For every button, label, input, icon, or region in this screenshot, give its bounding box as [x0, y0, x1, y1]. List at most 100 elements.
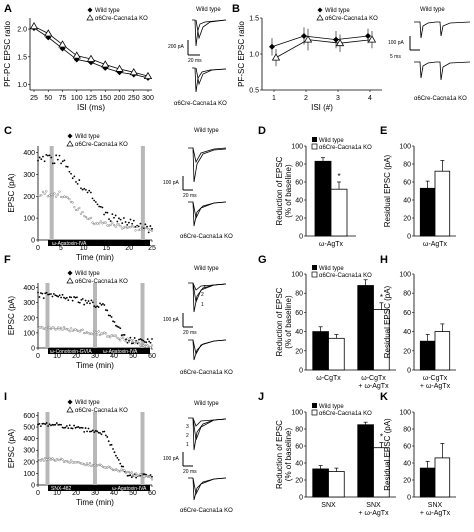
data-point-C-ko-33 [91, 221, 94, 224]
y-tick-label-I-5: 500 [23, 425, 35, 432]
x-tick-label-A-6: 200 [114, 95, 126, 102]
data-point-C-wt-53 [124, 221, 127, 223]
y-axis-label-C: EPSC (pA) [7, 173, 16, 212]
data-point-F-ko-13 [55, 328, 58, 331]
data-point-F-ko-38 [91, 332, 94, 336]
data-point-I-wt-34 [86, 430, 88, 433]
y-axis-label-E: Residual EPSC (pA) [383, 154, 392, 227]
data-point-F-wt-44 [100, 304, 103, 306]
data-point-I-wt-7 [47, 425, 50, 427]
data-point-I-wt-51 [110, 443, 113, 446]
data-point-I-wt-73 [142, 473, 145, 476]
y-tick-label-I-4: 400 [23, 436, 35, 443]
data-point-F-wt-37 [90, 299, 93, 302]
panel-label-k: K [380, 391, 388, 403]
data-point-I-wt-58 [120, 465, 123, 468]
data-point-F-ko-22 [68, 330, 71, 333]
data-point-C-ko-22 [73, 206, 76, 209]
trace-label-ko-f: α6Cre-Cacna1a KO [180, 370, 233, 376]
data-point-C-ko-10 [53, 192, 56, 195]
data-point-F-ko-11 [52, 326, 55, 329]
data-point-F-wt-18 [63, 296, 65, 299]
data-point-C-wt-59 [134, 225, 137, 228]
data-point-F-ko-49 [107, 335, 110, 338]
data-point-C-ko-12 [56, 193, 59, 196]
bar-K-ko-0 [434, 457, 451, 498]
trace-wt-f3 [192, 282, 227, 291]
data-point-I-wt-56 [117, 459, 120, 461]
data-point-F-wt-53 [113, 321, 116, 323]
data-point-I-ko-10 [51, 457, 54, 460]
data-point-F-wt-7 [47, 293, 50, 296]
data-point-I-wt-46 [103, 430, 106, 433]
data-point-F-wt-15 [58, 294, 61, 297]
data-point-C-wt-65 [144, 223, 147, 226]
series-line-A-1 [33, 25, 149, 77]
y-tick-label-F-0: 0 [31, 346, 35, 353]
legend-marker-ko-C [66, 140, 74, 147]
y-tick-label-F-2: 200 [23, 315, 35, 322]
legend-marker-ko-J [311, 409, 318, 416]
x-tick-label-F-3: 30 [91, 353, 99, 360]
data-point-F-ko-29 [78, 330, 81, 333]
data-point-F-wt-72 [140, 338, 143, 341]
data-point-I-ko-37 [90, 464, 93, 468]
legend-marker-wt-B [317, 7, 323, 13]
data-point-C-ko-19 [68, 198, 71, 201]
data-point-C-wt-51 [121, 222, 124, 225]
y-tick-label-A-2: 2.0 [17, 27, 27, 34]
y-axis-label-J: Reduction of EPSC [275, 420, 284, 489]
y-tick-label-E-0: 0 [407, 234, 411, 241]
data-point-I-wt-31 [81, 426, 84, 429]
data-point-C-wt-2 [40, 158, 43, 161]
data-point-I-wt-28 [77, 426, 80, 428]
data-point-F-ko-3 [41, 326, 44, 329]
data-point-C-wt-42 [106, 211, 109, 214]
bar-E-ko-0 [434, 170, 451, 237]
y-tick-label-J-3: 60 [295, 444, 303, 451]
data-point-F-wt-32 [83, 303, 86, 306]
trace-label-ko-i: α6Cre-Cacna1a KO [180, 508, 233, 514]
data-point-C-wt-49 [118, 217, 120, 220]
data-point-F-ko-9 [49, 327, 53, 331]
legend-label-wt-B: Wild type [325, 8, 350, 14]
significance-star-D-0: * [337, 172, 340, 181]
data-point-C-ko-64 [142, 228, 145, 231]
trace-ko-b [414, 61, 471, 81]
drug-bar-i2 [100, 485, 150, 491]
trace-label-ko-c: α6Cre-Cacna1a KO [180, 234, 233, 240]
data-point-I-wt-25 [73, 424, 75, 427]
data-point-I-wt-21 [67, 427, 70, 430]
data-point-C-wt-35 [94, 201, 97, 203]
x-tick-label-I-3: 30 [91, 490, 99, 497]
x-axis-label-C: Time (min) [76, 253, 114, 262]
x-tick-label-F-6: 60 [148, 353, 156, 360]
legend-label-ko-A: α6Cre-Cacna1a KO [95, 16, 148, 22]
y-tick-label-C-0: 0 [31, 238, 35, 245]
data-point-C-ko-26 [79, 212, 83, 215]
data-point-C-ko-68 [149, 228, 152, 231]
data-point-I-wt-55 [116, 456, 119, 459]
data-point-F-ko-31 [81, 328, 84, 331]
data-point-F-ko-23 [70, 327, 73, 330]
data-point-C-ko-24 [76, 208, 79, 211]
data-point-C-wt-8 [50, 156, 53, 159]
data-point-F-wt-58 [120, 334, 123, 337]
data-point-C-ko-11 [55, 195, 58, 198]
point-B-wt-0 [269, 43, 275, 50]
y-tick-label-H-3: 60 [403, 310, 411, 317]
x-tick-label-F-0: 0 [36, 353, 40, 360]
y-tick-label-C-1: 100 [23, 216, 35, 223]
data-point-C-wt-52 [123, 217, 125, 219]
point-B-wt-2 [333, 36, 339, 43]
data-point-F-ko-24 [71, 329, 74, 333]
data-point-C-ko-63 [140, 226, 144, 230]
data-point-I-wt-3 [41, 422, 44, 425]
category-label-J-1-b: + ω-AgTx [358, 510, 389, 517]
data-point-C-wt-50 [119, 218, 122, 221]
point-B-ko-1 [303, 35, 313, 43]
x-axis-label-B: ISI (#) [311, 103, 333, 112]
category-label-G-0: ω-CgTx [316, 375, 341, 382]
y-tick-label-B-2: 1.5 [249, 16, 259, 23]
data-point-I-wt-30 [80, 426, 83, 429]
